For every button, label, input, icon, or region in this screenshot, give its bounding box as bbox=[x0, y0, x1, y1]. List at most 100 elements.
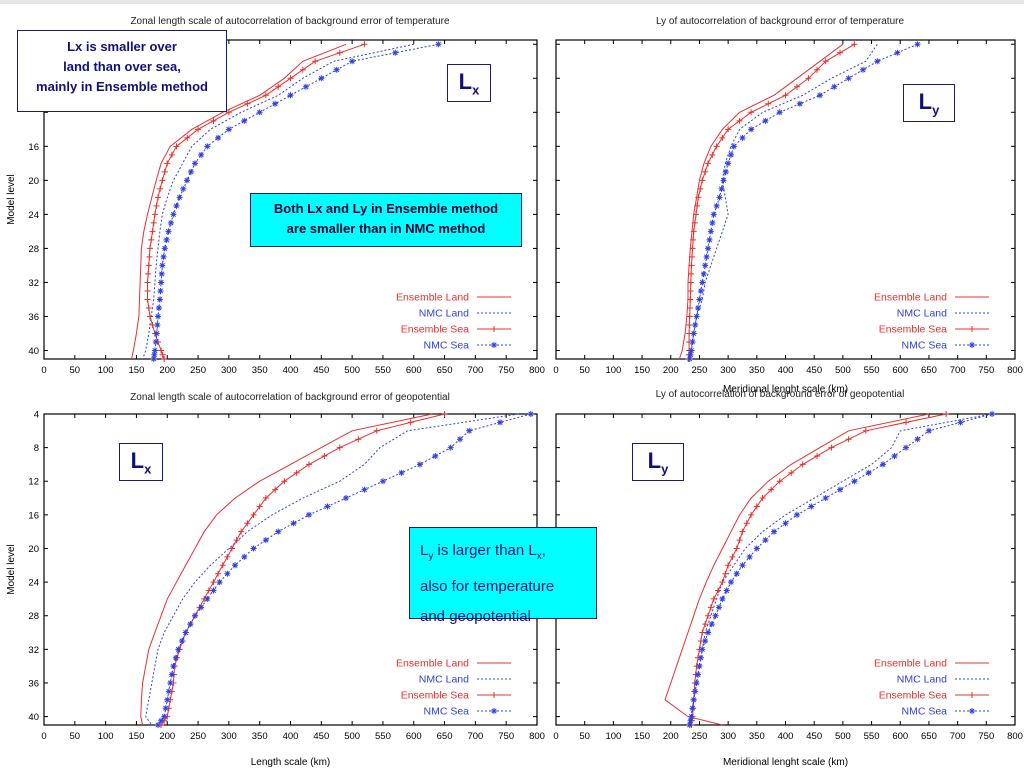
marker-plus bbox=[184, 134, 191, 141]
marker-star bbox=[739, 562, 746, 569]
marker-plus bbox=[491, 326, 497, 332]
note-sub: x bbox=[536, 551, 542, 562]
series-line-ensemble-land bbox=[131, 43, 347, 360]
marker-plus bbox=[272, 486, 279, 493]
marker-star bbox=[746, 553, 753, 560]
marker-star bbox=[349, 58, 356, 65]
marker-star bbox=[191, 160, 198, 167]
marker-star bbox=[730, 143, 737, 150]
x-axis-label: Length scale (km) bbox=[251, 757, 330, 768]
marker-plus bbox=[146, 245, 153, 252]
marker-star bbox=[702, 637, 709, 644]
marker-star bbox=[491, 708, 497, 714]
note-ly-larger: Ly is larger than Lx, also for temperatu… bbox=[409, 527, 597, 625]
note-ensemble-smaller: Both Lx and Ly in Ensemble method are sm… bbox=[250, 193, 522, 247]
marker-star bbox=[692, 321, 699, 328]
marker-star bbox=[324, 503, 331, 510]
marker-star bbox=[753, 545, 760, 552]
marker-star bbox=[155, 304, 162, 311]
label-lx-temperature: Lx bbox=[447, 64, 491, 102]
marker-star bbox=[150, 356, 157, 362]
marker-star bbox=[687, 717, 694, 724]
marker-star bbox=[689, 705, 696, 712]
top-bar bbox=[0, 0, 1024, 4]
x-tick-label: 800 bbox=[1007, 365, 1023, 376]
marker-plus bbox=[699, 177, 706, 184]
marker-star bbox=[198, 151, 205, 158]
marker-plus bbox=[707, 604, 714, 611]
marker-star bbox=[699, 279, 706, 286]
marker-star bbox=[183, 177, 190, 184]
marker-plus bbox=[228, 545, 235, 552]
marker-star bbox=[161, 245, 168, 252]
marker-plus bbox=[688, 262, 695, 269]
marker-plus bbox=[782, 92, 789, 99]
marker-star bbox=[287, 92, 294, 99]
marker-star bbox=[318, 75, 325, 82]
marker-plus bbox=[157, 185, 164, 192]
marker-star bbox=[718, 185, 725, 192]
panel-title-br: Ly of autocorrelation of background erro… bbox=[655, 389, 905, 400]
marker-star bbox=[435, 41, 442, 48]
marker-plus bbox=[686, 304, 693, 311]
x-tick-label: 250 bbox=[190, 365, 206, 376]
marker-star bbox=[256, 109, 263, 116]
x-tick-label: 150 bbox=[634, 365, 650, 376]
marker-star bbox=[210, 587, 217, 594]
marker-star bbox=[158, 717, 165, 724]
marker-star bbox=[720, 177, 727, 184]
marker-star bbox=[241, 553, 248, 560]
x-tick-label: 550 bbox=[864, 365, 880, 376]
x-tick-label: 650 bbox=[921, 731, 937, 742]
marker-plus bbox=[355, 436, 362, 443]
marker-plus bbox=[321, 453, 328, 460]
x-tick-label: 50 bbox=[70, 365, 81, 376]
marker-star bbox=[275, 528, 282, 535]
marker-plus bbox=[814, 453, 821, 460]
marker-plus bbox=[225, 109, 232, 116]
marker-plus bbox=[969, 692, 975, 698]
marker-star bbox=[342, 495, 349, 502]
marker-star bbox=[170, 663, 177, 670]
x-tick-label: 200 bbox=[159, 365, 175, 376]
marker-plus bbox=[902, 419, 909, 426]
marker-star bbox=[748, 126, 755, 133]
y-tick-label: 28 bbox=[28, 244, 39, 255]
series-line-ensemble-sea bbox=[160, 413, 445, 726]
marker-star bbox=[686, 722, 693, 728]
x-tick-label: 500 bbox=[835, 731, 851, 742]
marker-star bbox=[715, 604, 722, 611]
chart-temperature-lx: 0 50 100 150 200 250 300 350 400 450 500 550 600 650 7… bbox=[6, 39, 545, 376]
marker-star bbox=[692, 688, 699, 695]
x-tick-label: 650 bbox=[921, 365, 937, 376]
marker-star bbox=[690, 330, 697, 337]
marker-plus bbox=[768, 486, 775, 493]
panel-title-bl: Zonal length scale of autocorrelation of… bbox=[130, 392, 450, 403]
x-tick-label: 100 bbox=[605, 731, 621, 742]
x-tick-label: 550 bbox=[375, 731, 391, 742]
legend-label: NMC Sea bbox=[901, 706, 947, 718]
marker-star bbox=[204, 143, 211, 150]
marker-plus bbox=[148, 236, 155, 243]
marker-plus bbox=[361, 41, 368, 48]
legend-label: NMC Land bbox=[419, 308, 469, 320]
note-line: Ly is larger than Lx, bbox=[420, 536, 586, 572]
marker-star bbox=[713, 202, 720, 209]
marker-star bbox=[705, 629, 712, 636]
marker-star bbox=[151, 347, 158, 354]
legend-label: Ensemble Sea bbox=[879, 690, 947, 702]
marker-plus bbox=[159, 177, 166, 184]
marker-star bbox=[831, 83, 838, 90]
marker-star bbox=[447, 444, 454, 451]
x-tick-label: 50 bbox=[579, 731, 590, 742]
marker-star bbox=[215, 134, 222, 141]
x-tick-label: 550 bbox=[375, 365, 391, 376]
marker-plus bbox=[305, 461, 312, 468]
series-line-ensemble-sea bbox=[688, 43, 855, 360]
marker-star bbox=[497, 419, 504, 426]
marker-plus bbox=[710, 595, 717, 602]
x-tick-label: 150 bbox=[129, 365, 145, 376]
marker-plus bbox=[694, 202, 701, 209]
legend-label: Ensemble Land bbox=[874, 292, 947, 304]
marker-star bbox=[709, 219, 716, 226]
